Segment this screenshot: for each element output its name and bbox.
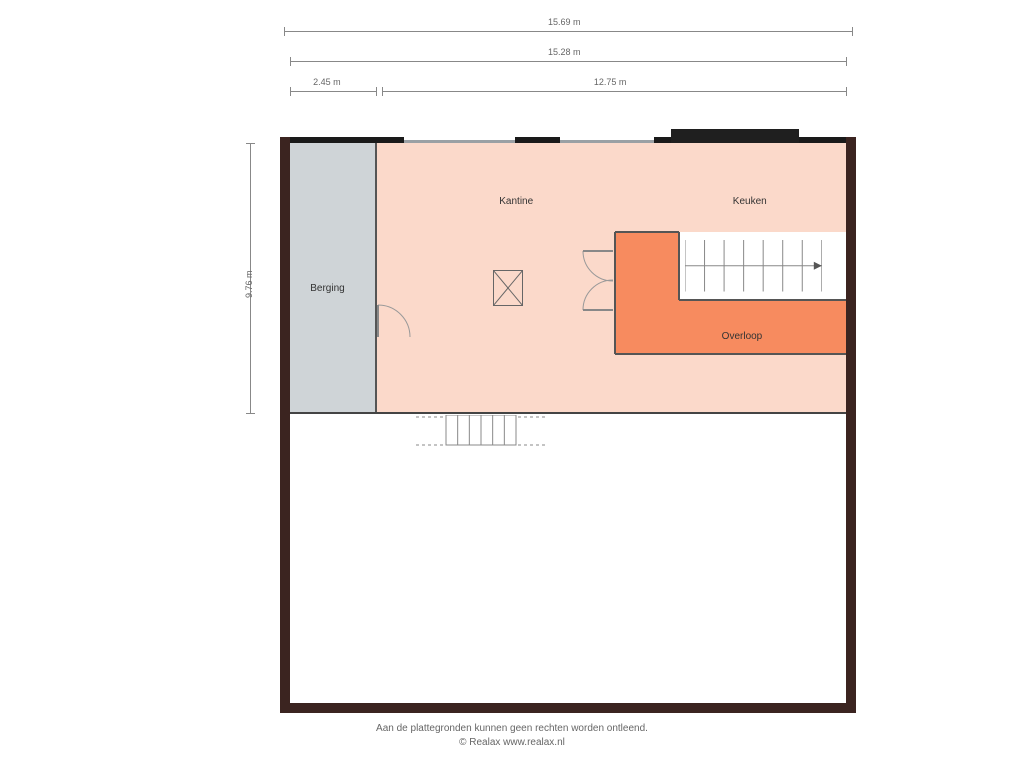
- top-wall-seg-4: [560, 140, 655, 143]
- door-icon: [344, 303, 412, 371]
- top-wall-seg-1: [376, 137, 404, 143]
- partition-mid: [290, 412, 846, 414]
- top-wall-seg-3: [515, 137, 559, 143]
- partition-berging: [375, 143, 377, 413]
- label-berging: Berging: [310, 283, 344, 294]
- floorplan-canvas: Berging Kantine Keuken Overloop 15.69 m 15.28…: [0, 0, 1024, 768]
- dim-top-0-line: [284, 31, 851, 32]
- top-wall-seg-5: [654, 137, 671, 143]
- top-wall-seg-7: [799, 137, 846, 143]
- dim-top-3-line: [382, 91, 846, 92]
- top-wall-seg-0: [290, 137, 376, 143]
- overloop-edge-b: [615, 353, 846, 355]
- label-keuken: Keuken: [733, 196, 767, 207]
- dim-left-0-t2: [246, 413, 255, 414]
- outer-wall-right: [846, 137, 856, 709]
- floor-hatch-icon: [493, 270, 523, 306]
- room-berging: [290, 143, 376, 413]
- overloop-edge-iv: [678, 232, 680, 300]
- dim-top-2-t1: [290, 87, 291, 96]
- door-icon: [581, 278, 645, 342]
- label-overloop: Overloop: [722, 331, 763, 342]
- dim-top-0-t2: [852, 27, 853, 36]
- dim-top-0-label: 15.69 m: [548, 17, 581, 27]
- dim-top-2-t2: [376, 87, 377, 96]
- overloop-edge-ih: [679, 299, 846, 301]
- outer-wall-left: [280, 137, 290, 709]
- footer-copyright: © Realax www.realax.nl: [0, 736, 1024, 750]
- dim-top-3-t1: [382, 87, 383, 96]
- dim-left-0-label: 9.76 m: [244, 270, 254, 298]
- top-wall-seg-6: [671, 129, 799, 143]
- dim-top-1-t2: [846, 57, 847, 66]
- dim-top-2-label: 2.45 m: [313, 77, 341, 87]
- footer-disclaimer: Aan de plattegronden kunnen geen rechten…: [0, 722, 1024, 736]
- outer-wall-bottom: [280, 703, 856, 713]
- top-wall-seg-2: [404, 140, 515, 143]
- dim-top-3-t2: [846, 87, 847, 96]
- door-icon: [581, 219, 645, 283]
- dim-top-1-line: [290, 61, 846, 62]
- footer: Aan de plattegronden kunnen geen rechten…: [0, 722, 1024, 750]
- dim-left-0-t1: [246, 143, 255, 144]
- dim-top-1-label: 15.28 m: [548, 47, 581, 57]
- dim-top-1-t1: [290, 57, 291, 66]
- dim-top-0-t1: [284, 27, 285, 36]
- stairs-exterior-icon: [416, 415, 546, 449]
- label-kantine: Kantine: [499, 196, 533, 207]
- dim-top-3-label: 12.75 m: [594, 77, 627, 87]
- dim-top-2-line: [290, 91, 376, 92]
- stairs-icon: [685, 240, 822, 292]
